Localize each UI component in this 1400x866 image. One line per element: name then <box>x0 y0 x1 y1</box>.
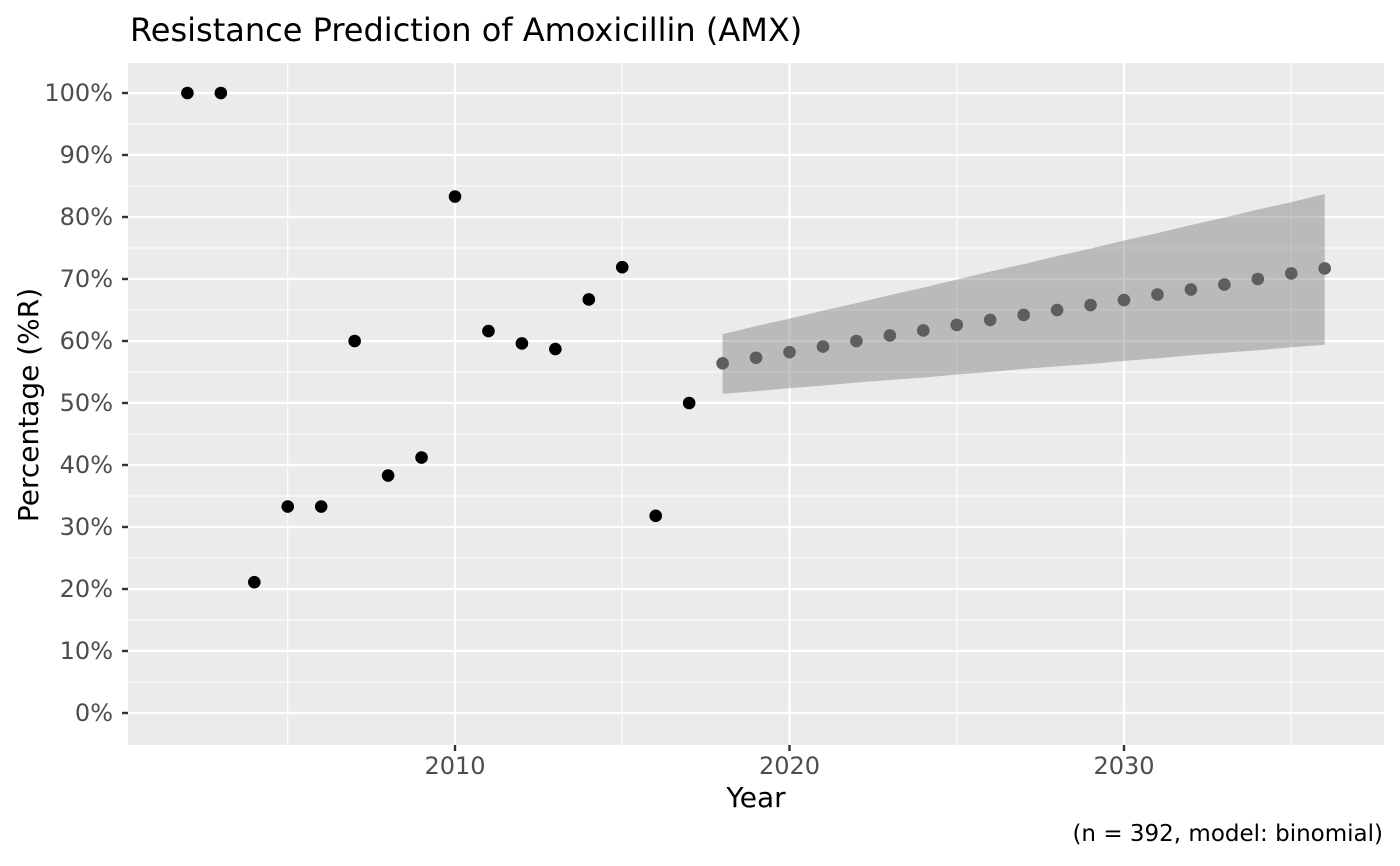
y-tick-label: 80% <box>59 203 113 231</box>
observed-point <box>181 86 194 100</box>
y-tick-label: 70% <box>59 265 113 293</box>
observed-point <box>381 469 395 482</box>
observed-point <box>314 500 328 513</box>
observed-point <box>281 500 295 513</box>
predicted-point <box>950 318 964 332</box>
predicted-point <box>983 313 997 327</box>
y-tick-label: 20% <box>59 575 113 603</box>
predicted-point <box>1218 278 1231 291</box>
predicted-point <box>850 334 863 348</box>
y-tick-label: 0% <box>74 699 113 727</box>
y-tick-label: 90% <box>59 141 113 169</box>
x-axis-title: Year <box>726 781 786 814</box>
observed-point <box>515 337 529 350</box>
predicted-point <box>1050 303 1064 317</box>
observed-point <box>615 260 629 274</box>
predicted-point <box>816 340 830 353</box>
predicted-point <box>883 329 897 342</box>
predicted-point <box>1318 262 1331 275</box>
confidence-ribbon <box>722 194 1325 394</box>
observed-point <box>649 509 662 523</box>
predicted-point <box>1017 308 1030 322</box>
observed-point <box>448 190 462 203</box>
predicted-point <box>783 345 796 359</box>
x-tick-label: 2030 <box>1093 752 1155 780</box>
x-tick-label: 2020 <box>758 752 821 780</box>
predicted-point <box>1084 298 1097 312</box>
observed-point <box>549 342 562 356</box>
predicted-point <box>1117 293 1131 307</box>
y-tick-label: 30% <box>59 513 113 541</box>
observed-point <box>348 334 361 348</box>
y-tick-label: 50% <box>59 389 113 417</box>
chart-title: Resistance Prediction of Amoxicillin (AM… <box>130 11 803 49</box>
y-tick-label: 100% <box>44 79 113 107</box>
y-tick-label: 10% <box>59 637 113 665</box>
y-tick-label: 40% <box>59 451 113 479</box>
observed-point <box>415 451 428 464</box>
predicted-point <box>1184 283 1198 296</box>
predicted-point <box>716 357 729 370</box>
chart-caption: (n = 392, model: binomial) <box>1072 821 1383 847</box>
observed-point <box>682 396 696 410</box>
predicted-point <box>1151 288 1164 301</box>
y-tick-label: 60% <box>59 327 113 355</box>
predicted-point <box>917 324 930 337</box>
observed-point <box>582 293 596 306</box>
observed-point <box>214 86 228 100</box>
x-tick-label: 2010 <box>424 752 486 780</box>
observed-point <box>248 575 261 589</box>
predicted-point <box>1284 267 1298 280</box>
predicted-point <box>1251 272 1265 286</box>
observed-point <box>482 324 495 338</box>
predicted-point <box>749 351 763 365</box>
